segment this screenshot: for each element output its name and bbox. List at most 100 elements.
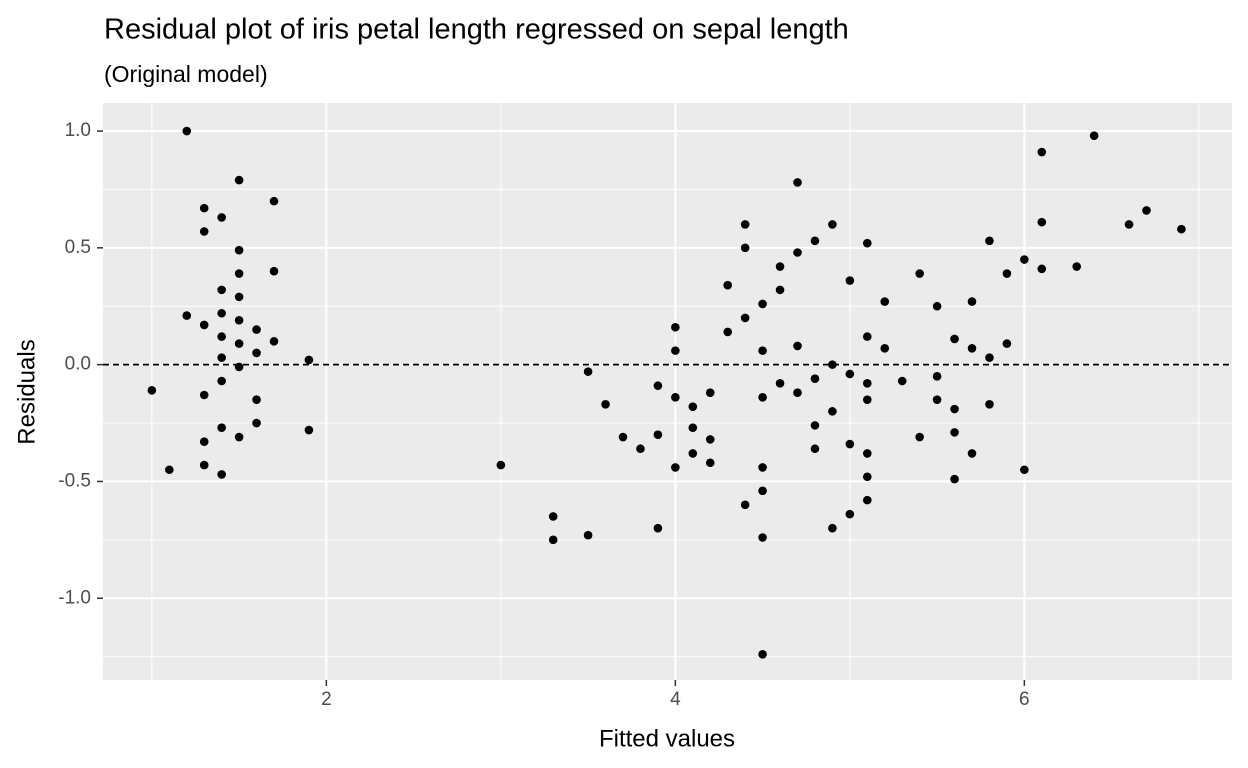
point bbox=[252, 348, 261, 358]
point bbox=[967, 343, 977, 353]
point bbox=[1089, 131, 1099, 141]
point bbox=[862, 472, 872, 482]
point bbox=[1037, 217, 1047, 227]
point bbox=[950, 404, 959, 414]
point bbox=[165, 465, 174, 475]
point bbox=[671, 322, 680, 332]
point bbox=[793, 388, 802, 397]
point bbox=[845, 509, 855, 519]
point bbox=[705, 435, 715, 444]
point bbox=[810, 374, 820, 383]
point bbox=[740, 500, 750, 510]
point bbox=[932, 395, 942, 404]
point bbox=[217, 423, 226, 433]
point bbox=[234, 292, 244, 302]
point bbox=[705, 388, 715, 397]
point bbox=[862, 495, 872, 505]
point bbox=[740, 313, 750, 323]
point bbox=[618, 432, 628, 442]
point bbox=[671, 463, 680, 472]
point bbox=[304, 355, 314, 365]
point bbox=[758, 650, 767, 659]
point bbox=[548, 535, 558, 545]
point bbox=[653, 430, 663, 440]
point bbox=[810, 444, 820, 454]
point bbox=[688, 423, 698, 433]
chart-title: Residual plot of iris petal length regre… bbox=[104, 14, 849, 46]
point bbox=[1142, 206, 1151, 215]
point bbox=[985, 353, 994, 362]
point bbox=[1020, 465, 1029, 475]
point bbox=[740, 243, 750, 253]
point bbox=[915, 432, 924, 442]
point bbox=[217, 285, 226, 295]
point bbox=[252, 418, 261, 428]
point bbox=[862, 449, 872, 458]
point bbox=[985, 236, 994, 246]
point bbox=[496, 460, 506, 470]
point bbox=[269, 196, 279, 206]
x-tick-label: 6 bbox=[1019, 689, 1030, 710]
point bbox=[828, 523, 837, 533]
point bbox=[252, 395, 261, 404]
point bbox=[985, 400, 994, 409]
point bbox=[1124, 220, 1134, 229]
point bbox=[932, 372, 942, 381]
point bbox=[828, 360, 837, 369]
point bbox=[862, 395, 872, 404]
x-tick-label: 2 bbox=[321, 689, 332, 710]
point bbox=[810, 236, 820, 246]
chart-subtitle: (Original model) bbox=[104, 61, 268, 87]
point bbox=[740, 220, 750, 229]
point bbox=[182, 126, 192, 136]
point bbox=[758, 393, 767, 402]
point bbox=[775, 262, 785, 271]
point bbox=[199, 227, 209, 236]
point bbox=[880, 297, 890, 306]
point bbox=[758, 533, 767, 542]
point bbox=[862, 332, 872, 341]
point bbox=[147, 386, 157, 395]
y-tick-label: -0.5 bbox=[58, 470, 91, 491]
x-tick-label: 4 bbox=[670, 689, 681, 710]
point bbox=[269, 266, 279, 276]
point bbox=[234, 315, 244, 325]
point bbox=[234, 362, 244, 372]
point bbox=[671, 393, 680, 402]
point bbox=[671, 346, 680, 355]
point bbox=[723, 280, 733, 290]
point bbox=[862, 379, 872, 388]
point bbox=[880, 343, 890, 353]
point bbox=[548, 512, 558, 521]
point bbox=[950, 428, 959, 437]
point bbox=[862, 238, 872, 248]
point bbox=[758, 346, 767, 355]
plot-panel bbox=[103, 103, 1232, 680]
point bbox=[217, 308, 226, 318]
point bbox=[601, 400, 610, 409]
point bbox=[1037, 264, 1047, 274]
point bbox=[217, 353, 226, 362]
point bbox=[1002, 269, 1012, 278]
point bbox=[967, 297, 977, 306]
point bbox=[1020, 255, 1029, 264]
point bbox=[758, 486, 767, 496]
point bbox=[636, 444, 645, 454]
point bbox=[653, 381, 663, 390]
point bbox=[199, 437, 209, 447]
point bbox=[810, 421, 820, 430]
point bbox=[234, 339, 244, 348]
point bbox=[217, 332, 226, 341]
point bbox=[234, 432, 244, 442]
point bbox=[269, 336, 279, 346]
point bbox=[199, 460, 209, 470]
point bbox=[793, 341, 802, 351]
point bbox=[845, 369, 855, 379]
point bbox=[1002, 339, 1012, 348]
point bbox=[199, 390, 209, 400]
point bbox=[252, 325, 261, 334]
point bbox=[705, 458, 715, 468]
point bbox=[1037, 147, 1047, 157]
point bbox=[1177, 224, 1186, 234]
